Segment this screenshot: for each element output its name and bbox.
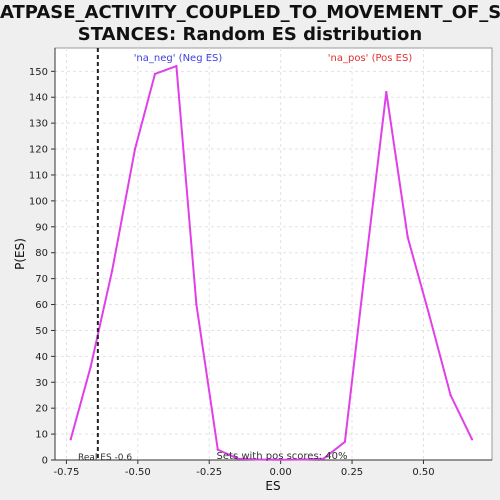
series-point bbox=[175, 64, 178, 68]
y-tick-label: 30 bbox=[35, 378, 48, 389]
chart-title-line1: ATPASE_ACTIVITY_COUPLED_TO_MOVEMENT_OF_S… bbox=[0, 2, 500, 23]
series-point bbox=[69, 438, 72, 441]
y-tick-label: 20 bbox=[35, 404, 48, 415]
y-tick-label: 150 bbox=[29, 67, 48, 78]
series-point bbox=[427, 313, 431, 317]
series-point bbox=[236, 457, 239, 460]
y-tick-label: 10 bbox=[35, 430, 48, 441]
y-tick-label: 80 bbox=[35, 248, 48, 259]
y-tick-label: 100 bbox=[29, 196, 48, 207]
x-tick-label: 0.50 bbox=[412, 467, 434, 478]
x-tick-label: -0.75 bbox=[53, 467, 79, 478]
series-point bbox=[406, 235, 409, 239]
series-point bbox=[385, 90, 388, 94]
series-layer bbox=[69, 64, 474, 461]
x-tick-label: 0.00 bbox=[270, 467, 292, 478]
plot-area bbox=[54, 47, 493, 461]
series-point bbox=[153, 72, 157, 76]
series-point bbox=[470, 438, 474, 441]
y-tick-label: 0 bbox=[42, 456, 48, 467]
y-tick-label: 130 bbox=[29, 119, 48, 130]
series-point bbox=[110, 269, 114, 273]
pos-es-label: 'na_pos' (Pos ES) bbox=[328, 53, 413, 64]
y-tick-label: 110 bbox=[29, 170, 48, 181]
series-point bbox=[322, 457, 325, 460]
series-point bbox=[216, 448, 220, 451]
sets-pos-label: Sets with pos scores: 40% bbox=[217, 451, 348, 462]
series-point bbox=[133, 147, 137, 151]
y-tick-label: 70 bbox=[35, 274, 48, 285]
real-es-label: Real ES -0.6 bbox=[78, 453, 132, 463]
y-tick-label: 120 bbox=[29, 145, 48, 156]
neg-es-label: 'na_neg' (Neg ES) bbox=[134, 53, 223, 64]
series-line bbox=[69, 65, 473, 461]
y-tick-label: 90 bbox=[35, 222, 48, 233]
y-tick-label: 60 bbox=[35, 300, 48, 311]
series-point bbox=[89, 365, 92, 368]
x-tick-label: 0.25 bbox=[341, 467, 363, 478]
series-point bbox=[343, 440, 347, 444]
grid-lines bbox=[55, 48, 492, 461]
x-tick-label: -0.50 bbox=[125, 467, 151, 478]
series-point bbox=[449, 394, 452, 397]
x-tick-label: -0.25 bbox=[196, 467, 222, 478]
series-point bbox=[256, 458, 259, 461]
series-point bbox=[195, 303, 198, 306]
y-axis: 0 10 20 30 40 50 60 70 80 90 100 110 120 130 140 150 bbox=[29, 48, 56, 467]
series-point bbox=[302, 458, 305, 461]
x-axis-label: ES bbox=[265, 479, 280, 493]
series-point bbox=[279, 458, 282, 461]
y-axis-label: P(ES) bbox=[13, 238, 27, 270]
y-tick-label: 40 bbox=[35, 352, 48, 363]
y-tick-label: 50 bbox=[35, 326, 48, 337]
series-point bbox=[363, 269, 367, 273]
y-tick-label: 140 bbox=[29, 93, 48, 104]
chart-title-line2: STANCES: Random ES distribution bbox=[77, 24, 423, 45]
